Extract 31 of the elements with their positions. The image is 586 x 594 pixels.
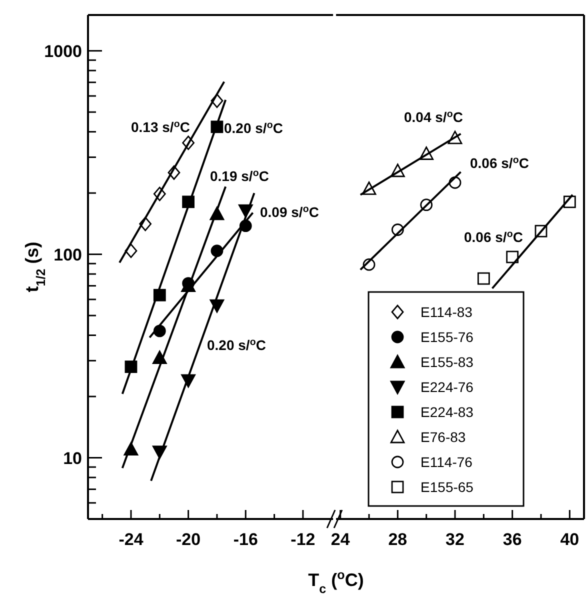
x-tick-label: 32 — [446, 530, 464, 549]
x-axis-title: T$_{c}$ ($^{o}$C) — [308, 568, 364, 594]
legend-label: E155-76 — [420, 329, 474, 345]
annotation: 0.19 s/$^{o}$C — [210, 168, 269, 184]
x-tick-label: 24 — [330, 530, 350, 549]
legend-label: E155-83 — [420, 354, 474, 370]
annotation: 0.06 s/$^{o}$C — [464, 228, 523, 245]
y-tick-label: 1000 — [44, 42, 82, 61]
legend-label: E224-76 — [420, 379, 474, 395]
y-tick-label: 10 — [63, 448, 82, 468]
annotation: 0.13 s/$^{o}$C — [131, 118, 190, 135]
legend-label: E155-65 — [420, 479, 474, 495]
x-tick-label: -12 — [290, 530, 316, 549]
legend-label: E114-76 — [420, 454, 473, 470]
annotation: 0.04 s/$^{o}$C — [404, 108, 463, 125]
x-tick-label: -16 — [233, 530, 258, 549]
x-tick-label: 40 — [560, 530, 580, 549]
legend-label: E114-83 — [420, 304, 473, 320]
point — [506, 250, 519, 264]
x-tick-label: 28 — [388, 530, 408, 549]
annotation: 0.06 s/$^{o}$C — [470, 154, 529, 171]
legend-label: E224-83 — [420, 404, 474, 420]
x-tick-label: -24 — [118, 530, 144, 549]
x-tick-label: 36 — [502, 530, 522, 549]
annotation: 0.20 s/$^{o}$C — [207, 336, 266, 353]
y-tick-label: 100 — [54, 245, 82, 264]
annotation: 0.09 s/$^{o}$C — [260, 204, 319, 220]
point — [477, 272, 490, 285]
x-tick-label: -20 — [176, 530, 201, 549]
annotation: 0.20 s/$^{o}$C — [224, 120, 283, 136]
legend-label: E76-83 — [420, 429, 466, 445]
